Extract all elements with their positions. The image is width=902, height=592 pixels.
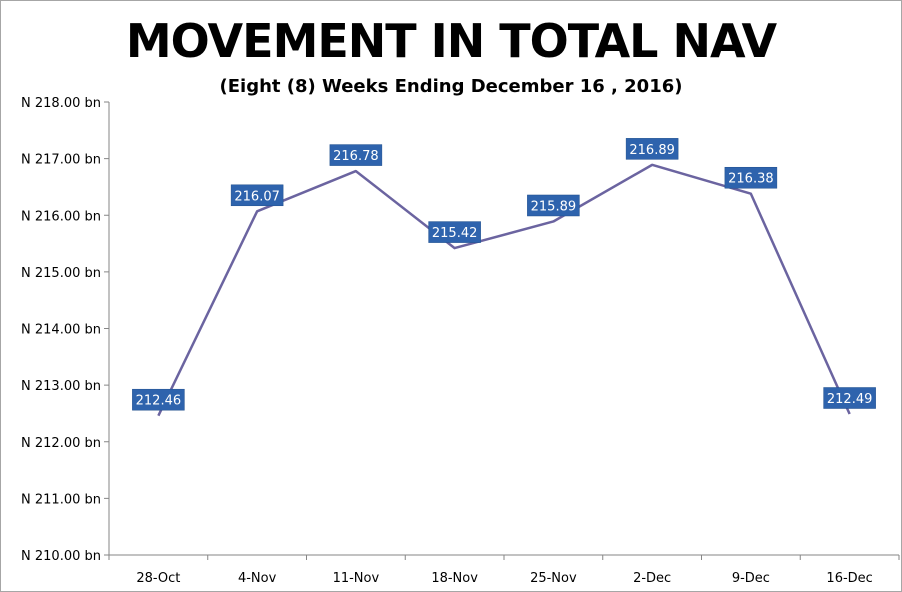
axes (104, 101, 900, 560)
y-tick-label: N 217.00 bn (21, 153, 101, 168)
data-label: 215.89 (531, 199, 577, 214)
x-tick-label: 25-Nov (530, 571, 577, 586)
y-tick-label: N 210.00 bn (21, 549, 101, 564)
data-label: 216.07 (234, 189, 280, 204)
data-label: 212.49 (827, 392, 873, 407)
data-label-box (428, 221, 481, 243)
data-label: 216.38 (728, 172, 774, 187)
y-tick-label: N 214.00 bn (21, 323, 101, 338)
y-tick-label: N 216.00 bn (21, 209, 101, 224)
data-label-box (724, 166, 778, 189)
data-label: 212.46 (136, 394, 182, 409)
y-tick-label: N 212.00 bn (21, 436, 101, 451)
data-label: 216.89 (629, 143, 675, 158)
y-tick-label: N 211.00 bn (21, 492, 101, 507)
x-tick-label: 2-Dec (633, 571, 671, 586)
y-tick-label: N 215.00 bn (21, 266, 101, 281)
data-label: 215.42 (432, 226, 478, 241)
y-tick-label: N 213.00 bn (21, 379, 101, 394)
x-tick-label: 16-Dec (826, 571, 872, 586)
data-label-box (823, 387, 876, 409)
x-tick-label: 9-Dec (732, 571, 770, 586)
x-tick-label: 18-Nov (431, 571, 478, 586)
data-label-box (329, 144, 383, 166)
data-labels: 212.46 216.07 216.78 215.42 215.89 216.89 216.… (132, 138, 876, 411)
data-label: 216.78 (333, 149, 379, 164)
tick-labels: N 210.00 bn N 211.00 bn N 212.00 bn N 213.0… (21, 96, 873, 586)
chart-title: MOVEMENT IN TOTAL NAV (125, 14, 777, 68)
y-tick-label: N 218.00 bn (21, 96, 101, 111)
x-tick-label: 11-Nov (333, 571, 380, 586)
data-label-box (230, 184, 284, 207)
data-label-box (132, 388, 185, 411)
chart-subtitle: (Eight (8) Weeks Ending December 16 , 20… (219, 76, 683, 97)
data-label-box (527, 194, 580, 217)
x-tick-label: 28-Oct (136, 571, 180, 586)
x-tick-label: 4-Nov (238, 571, 277, 586)
data-label-box (625, 138, 679, 160)
